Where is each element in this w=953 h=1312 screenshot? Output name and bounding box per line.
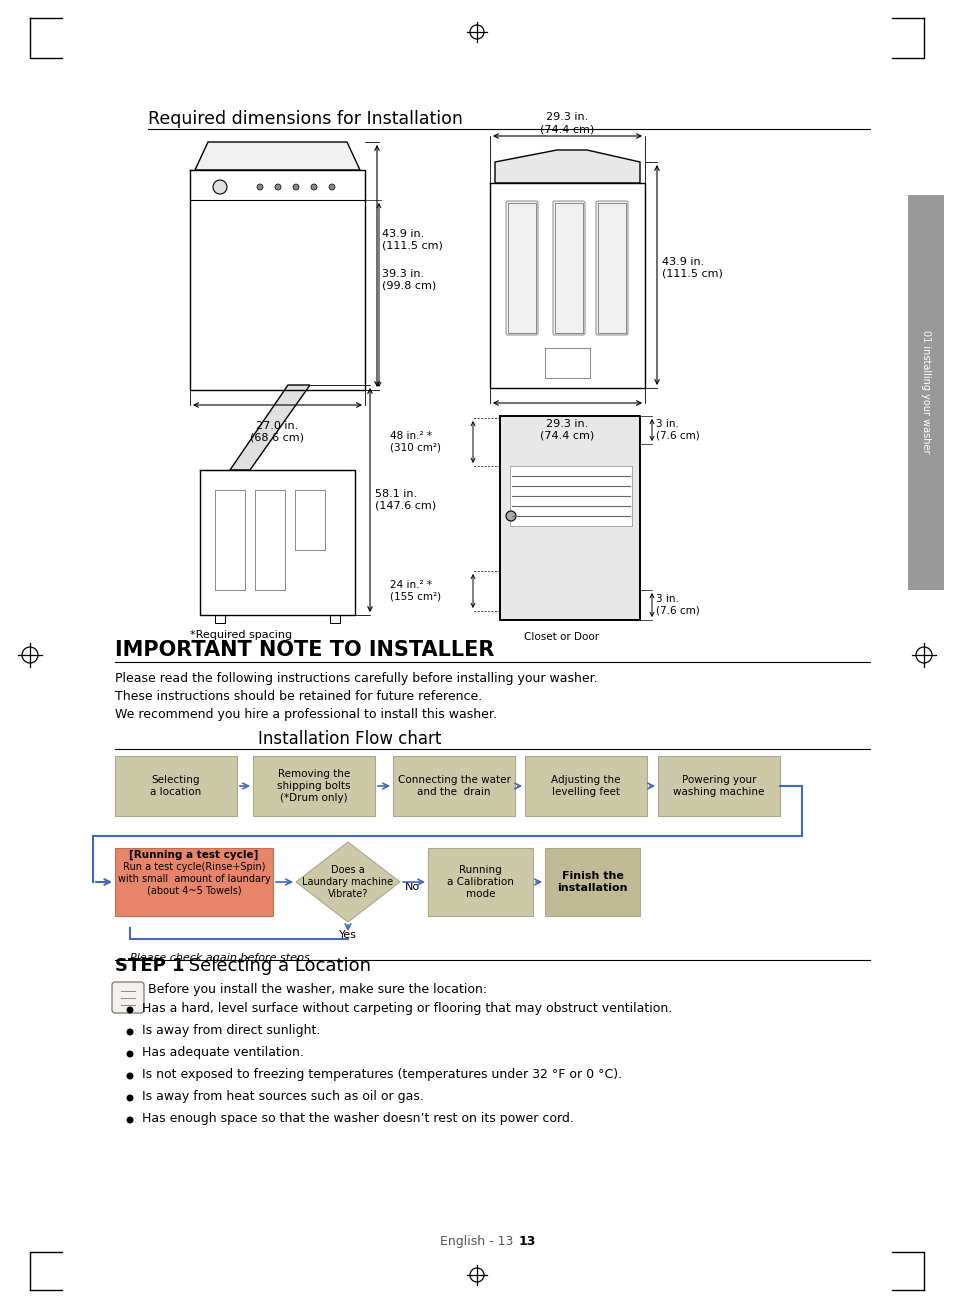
Text: 43.9 in.
(111.5 cm): 43.9 in. (111.5 cm) bbox=[661, 257, 722, 278]
Text: Running
a Calibration
mode: Running a Calibration mode bbox=[447, 866, 514, 899]
Circle shape bbox=[329, 184, 335, 190]
Circle shape bbox=[293, 184, 298, 190]
Circle shape bbox=[127, 1029, 133, 1035]
Text: These instructions should be retained for future reference.: These instructions should be retained fo… bbox=[115, 690, 482, 703]
FancyBboxPatch shape bbox=[393, 756, 515, 816]
Text: Adjusting the
levelling feet: Adjusting the levelling feet bbox=[551, 775, 620, 796]
FancyBboxPatch shape bbox=[658, 756, 780, 816]
FancyBboxPatch shape bbox=[510, 466, 631, 526]
Text: Has adequate ventilation.: Has adequate ventilation. bbox=[142, 1046, 304, 1059]
FancyBboxPatch shape bbox=[499, 416, 639, 621]
Text: Is away from heat sources such as oil or gas.: Is away from heat sources such as oil or… bbox=[142, 1090, 423, 1103]
Text: 24 in.² *
(155 cm²): 24 in.² * (155 cm²) bbox=[390, 580, 440, 602]
Polygon shape bbox=[495, 150, 639, 182]
Text: 29.3 in.
(74.4 cm): 29.3 in. (74.4 cm) bbox=[539, 419, 594, 441]
FancyBboxPatch shape bbox=[596, 201, 627, 335]
Text: 58.1 in.
(147.6 cm): 58.1 in. (147.6 cm) bbox=[375, 489, 436, 510]
Text: Has a hard, level surface without carpeting or flooring that may obstruct ventil: Has a hard, level surface without carpet… bbox=[142, 1002, 672, 1015]
Circle shape bbox=[256, 184, 263, 190]
Circle shape bbox=[127, 1051, 133, 1057]
Text: Has enough space so that the washer doesn’t rest on its power cord.: Has enough space so that the washer does… bbox=[142, 1113, 574, 1124]
Text: 01 installing your washer: 01 installing your washer bbox=[920, 331, 930, 454]
Text: Powering your
washing machine: Powering your washing machine bbox=[673, 775, 764, 796]
Polygon shape bbox=[194, 142, 359, 171]
Text: Run a test cycle(Rinse+Spin)
with small  amount of laundary
(about 4~5 Towels): Run a test cycle(Rinse+Spin) with small … bbox=[117, 862, 270, 895]
FancyBboxPatch shape bbox=[544, 848, 639, 916]
FancyBboxPatch shape bbox=[524, 756, 646, 816]
Text: Yes: Yes bbox=[338, 930, 356, 939]
Text: 3 in.
(7.6 cm): 3 in. (7.6 cm) bbox=[656, 420, 699, 441]
Text: Selecting
a location: Selecting a location bbox=[151, 775, 201, 796]
Text: 27.0 in.
(68.6 cm): 27.0 in. (68.6 cm) bbox=[251, 421, 304, 442]
Circle shape bbox=[127, 1006, 133, 1013]
Text: Is away from direct sunlight.: Is away from direct sunlight. bbox=[142, 1023, 320, 1036]
Circle shape bbox=[127, 1094, 133, 1102]
FancyBboxPatch shape bbox=[553, 201, 584, 335]
Text: Removing the
shipping bolts
(*Drum only): Removing the shipping bolts (*Drum only) bbox=[277, 769, 351, 803]
FancyBboxPatch shape bbox=[428, 848, 533, 916]
Text: [Running a test cycle]: [Running a test cycle] bbox=[130, 850, 258, 859]
Text: No: No bbox=[405, 882, 419, 892]
Text: Does a
Laundary machine
Vibrate?: Does a Laundary machine Vibrate? bbox=[302, 866, 394, 899]
FancyBboxPatch shape bbox=[115, 756, 236, 816]
Text: STEP 1: STEP 1 bbox=[115, 956, 184, 975]
Circle shape bbox=[127, 1072, 133, 1080]
Circle shape bbox=[311, 184, 316, 190]
Text: Please read the following instructions carefully before installing your washer.: Please read the following instructions c… bbox=[115, 672, 597, 685]
Circle shape bbox=[127, 1117, 133, 1123]
FancyBboxPatch shape bbox=[907, 195, 943, 590]
Text: Selecting a Location: Selecting a Location bbox=[183, 956, 371, 975]
FancyBboxPatch shape bbox=[112, 981, 144, 1013]
Polygon shape bbox=[230, 384, 310, 470]
Text: 48 in.² *
(310 cm²): 48 in.² * (310 cm²) bbox=[390, 432, 440, 453]
Text: *Required spacing: *Required spacing bbox=[190, 630, 292, 640]
FancyBboxPatch shape bbox=[115, 848, 273, 916]
Text: Required dimensions for Installation: Required dimensions for Installation bbox=[148, 110, 462, 129]
Polygon shape bbox=[295, 842, 399, 922]
Text: Finish the
installation: Finish the installation bbox=[557, 871, 627, 892]
Text: Please check again before steps.: Please check again before steps. bbox=[130, 953, 313, 963]
Text: 29.3 in.
(74.4 cm): 29.3 in. (74.4 cm) bbox=[539, 113, 594, 134]
Circle shape bbox=[213, 180, 227, 194]
Text: 43.9 in.
(111.5 cm): 43.9 in. (111.5 cm) bbox=[381, 230, 442, 251]
FancyBboxPatch shape bbox=[505, 201, 537, 335]
Text: Before you install the washer, make sure the location:: Before you install the washer, make sure… bbox=[148, 983, 487, 996]
Text: English - 13: English - 13 bbox=[440, 1235, 513, 1248]
Text: IMPORTANT NOTE TO INSTALLER: IMPORTANT NOTE TO INSTALLER bbox=[115, 640, 494, 660]
Text: 13: 13 bbox=[518, 1235, 536, 1248]
Text: 39.3 in.
(99.8 cm): 39.3 in. (99.8 cm) bbox=[381, 269, 436, 291]
Circle shape bbox=[505, 510, 516, 521]
Text: We recommend you hire a professional to install this washer.: We recommend you hire a professional to … bbox=[115, 708, 497, 722]
Circle shape bbox=[274, 184, 281, 190]
Text: Is not exposed to freezing temperatures (temperatures under 32 °F or 0 °C).: Is not exposed to freezing temperatures … bbox=[142, 1068, 621, 1081]
Text: Connecting the water
and the  drain: Connecting the water and the drain bbox=[397, 775, 510, 796]
Text: Closet or Door: Closet or Door bbox=[524, 632, 598, 642]
Text: Installation Flow chart: Installation Flow chart bbox=[257, 729, 441, 748]
FancyBboxPatch shape bbox=[253, 756, 375, 816]
Text: 3 in.
(7.6 cm): 3 in. (7.6 cm) bbox=[656, 594, 699, 615]
